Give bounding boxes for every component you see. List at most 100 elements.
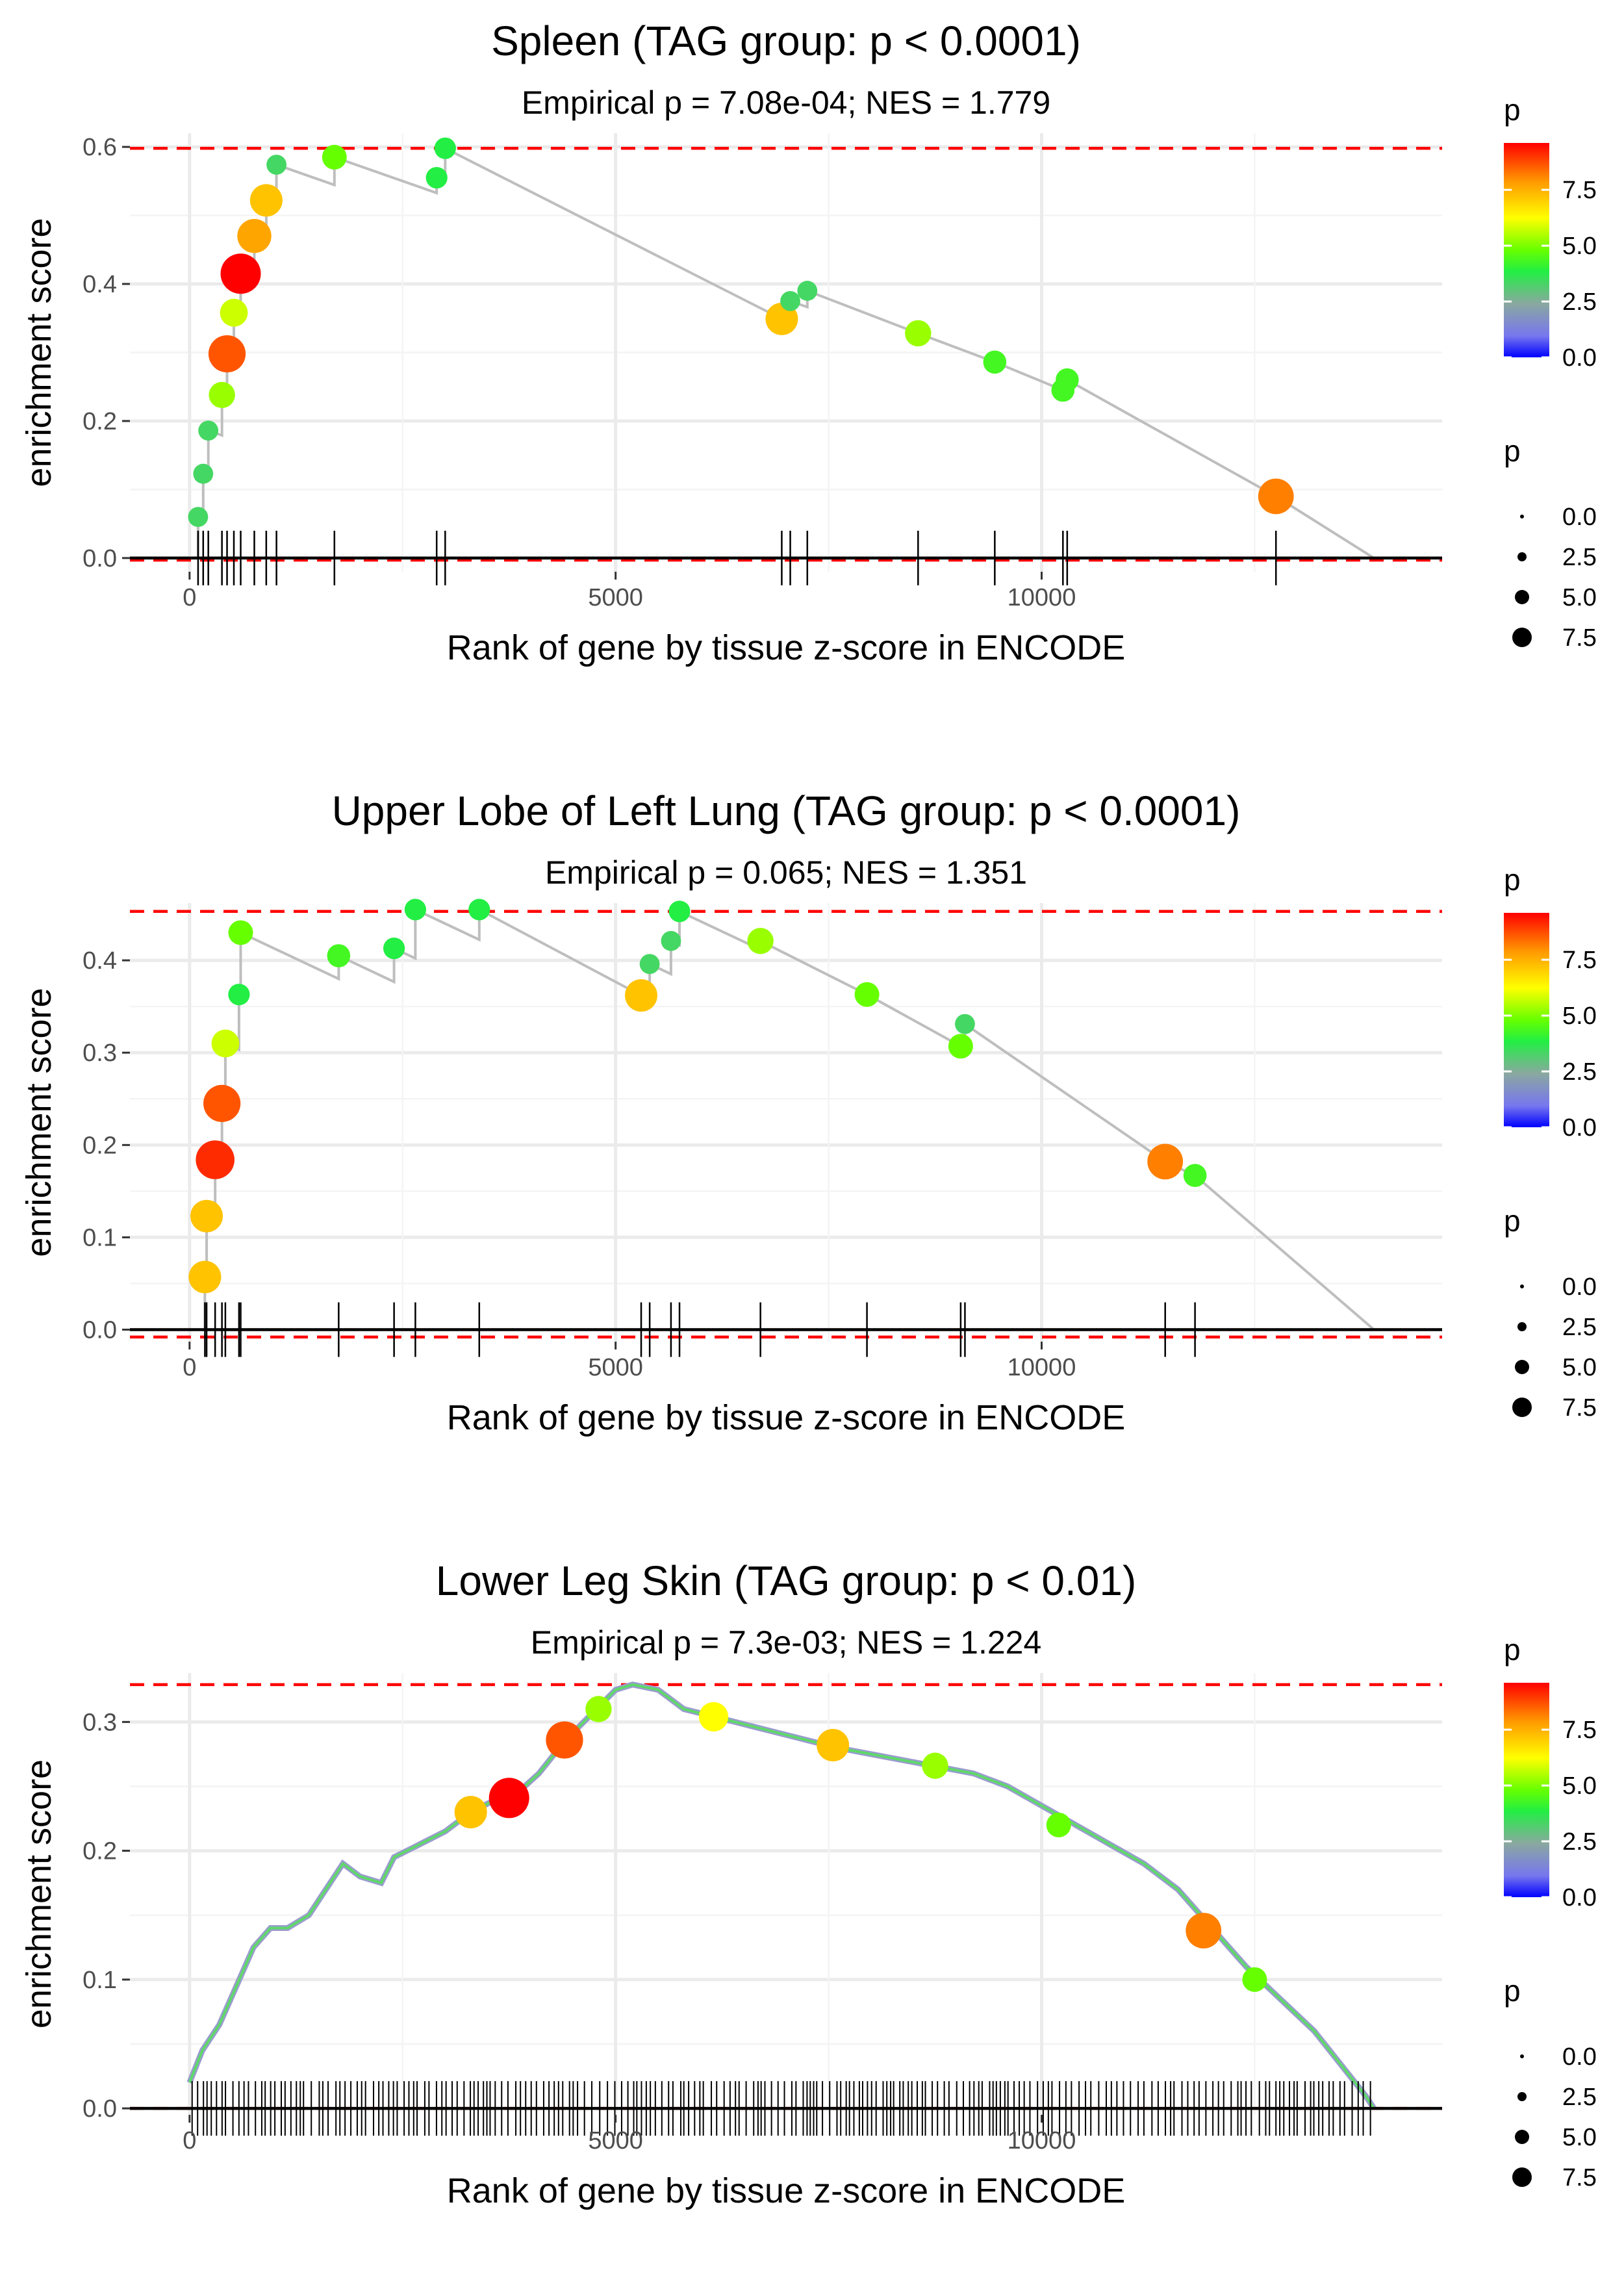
- gene-point: [488, 1778, 529, 1819]
- legend-size-dot: [1515, 590, 1529, 604]
- gene-point: [780, 290, 800, 311]
- gene-point: [747, 928, 774, 954]
- legend-size-label: 7.5: [1562, 2164, 1597, 2191]
- x-tick-label: 10000: [1008, 2127, 1076, 2154]
- legend-color-label: 2.5: [1562, 1828, 1597, 1856]
- chart-subtitle: Empirical p = 7.3e-03; NES = 1.224: [531, 1624, 1042, 1661]
- gene-point: [425, 166, 448, 189]
- gene-point: [585, 1696, 612, 1722]
- running-es-curve: [189, 907, 1375, 1331]
- running-es-curve-halo: [186, 1681, 1377, 2110]
- gene-point: [983, 350, 1007, 374]
- legend-size-label: 2.5: [1562, 544, 1597, 571]
- legend-size-label: 5.0: [1562, 2124, 1597, 2151]
- gene-point: [220, 298, 248, 327]
- chart-panel-1: Spleen (TAG group: p < 0.0001) Empirical …: [19, 18, 1597, 667]
- y-tick-label: 0.1: [82, 1224, 117, 1251]
- legend-size-title: p: [1504, 1204, 1521, 1238]
- gene-point: [209, 381, 235, 409]
- gene-point: [1056, 368, 1079, 392]
- legend-color-label: 5.0: [1562, 233, 1597, 260]
- legend-colorbar: [1504, 1683, 1549, 1897]
- legend-size-dot: [1517, 2092, 1527, 2101]
- y-tick-label: 0.2: [82, 1838, 117, 1865]
- gene-point: [1258, 478, 1294, 515]
- gene-point: [905, 320, 932, 347]
- gene-point: [1242, 1967, 1267, 1992]
- legend-size-dot: [1515, 1360, 1529, 1374]
- chart-title: Lower Leg Skin (TAG group: p < 0.01): [436, 1557, 1137, 1604]
- legend-size-label: 0.0: [1562, 1273, 1597, 1301]
- y-axis-title: enrichment score: [19, 218, 58, 487]
- x-tick-label: 5000: [588, 2127, 643, 2154]
- legend-color-label: 7.5: [1562, 1717, 1597, 1744]
- gene-point: [188, 507, 209, 528]
- legend-color-label: 5.0: [1562, 1003, 1597, 1030]
- gene-point: [668, 901, 691, 923]
- y-axis-title: enrichment score: [19, 1759, 58, 2028]
- x-axis-title: Rank of gene by tissue z-score in ENCODE: [447, 1398, 1125, 1437]
- gene-point: [854, 982, 880, 1007]
- gene-point: [922, 1752, 948, 1779]
- legend-color-label: 0.0: [1562, 1114, 1597, 1142]
- legend-size-dot: [1512, 1398, 1532, 1417]
- chart-subtitle: Empirical p = 0.065; NES = 1.351: [545, 854, 1027, 891]
- gene-point: [220, 253, 261, 294]
- x-tick-label: 0: [183, 584, 196, 611]
- gene-point: [546, 1721, 583, 1759]
- y-tick-label: 0.0: [82, 1317, 117, 1344]
- legend-size-dot: [1517, 1322, 1527, 1331]
- legend-color-label: 7.5: [1562, 177, 1597, 204]
- gene-point: [1183, 1164, 1207, 1188]
- gene-point: [948, 1034, 973, 1059]
- legend-size-dot: [1512, 628, 1532, 647]
- legend-colorbar: [1504, 913, 1549, 1127]
- chart-panel-2: Upper Lobe of Left Lung (TAG group: p < …: [19, 787, 1597, 1437]
- gene-point: [327, 944, 351, 967]
- legend-size-dot: [1517, 552, 1527, 561]
- gene-point: [211, 1029, 240, 1058]
- gene-point: [661, 930, 681, 951]
- y-tick-label: 0.0: [82, 545, 117, 572]
- gene-point: [237, 219, 272, 253]
- gene-point: [383, 938, 405, 960]
- gene-point: [266, 155, 287, 175]
- x-axis-title: Rank of gene by tissue z-score in ENCODE: [447, 628, 1125, 667]
- y-tick-label: 0.4: [82, 947, 117, 975]
- gene-point: [817, 1729, 850, 1762]
- y-tick-label: 0.0: [82, 2095, 117, 2123]
- y-tick-label: 0.4: [82, 271, 117, 298]
- legend-color-label: 0.0: [1562, 1884, 1597, 1911]
- legend-size-label: 2.5: [1562, 2084, 1597, 2111]
- legend-size-title: p: [1504, 434, 1521, 468]
- legend-color-label: 0.0: [1562, 344, 1597, 372]
- x-axis-title: Rank of gene by tissue z-score in ENCODE: [447, 2171, 1125, 2210]
- gene-point: [1147, 1143, 1184, 1180]
- y-tick-label: 0.3: [82, 1040, 117, 1067]
- y-tick-label: 0.6: [82, 134, 117, 161]
- legend-size-dot: [1515, 2130, 1529, 2144]
- gene-point: [228, 920, 253, 945]
- legend-color-label: 2.5: [1562, 288, 1597, 316]
- gene-point: [203, 1084, 241, 1122]
- legend-color-title: p: [1504, 1633, 1521, 1667]
- legend-color-title: p: [1504, 863, 1521, 897]
- gene-point: [468, 899, 490, 921]
- x-tick-label: 5000: [588, 584, 643, 611]
- legend-colorbar: [1504, 143, 1549, 357]
- gene-point: [454, 1796, 487, 1829]
- x-tick-label: 10000: [1008, 584, 1076, 611]
- legend-size-dot: [1520, 1284, 1524, 1288]
- x-tick-label: 5000: [588, 1354, 643, 1381]
- y-tick-label: 0.2: [82, 1132, 117, 1159]
- legend-size-label: 7.5: [1562, 1394, 1597, 1422]
- chart-subtitle: Empirical p = 7.08e-04; NES = 1.779: [522, 84, 1050, 121]
- legend-color-label: 5.0: [1562, 1772, 1597, 1800]
- gene-point: [698, 1702, 729, 1732]
- gene-point: [1046, 1812, 1071, 1837]
- gene-point: [208, 335, 246, 373]
- legend-size-label: 5.0: [1562, 584, 1597, 611]
- legend-size-label: 5.0: [1562, 1354, 1597, 1381]
- y-tick-label: 0.1: [82, 1967, 117, 1994]
